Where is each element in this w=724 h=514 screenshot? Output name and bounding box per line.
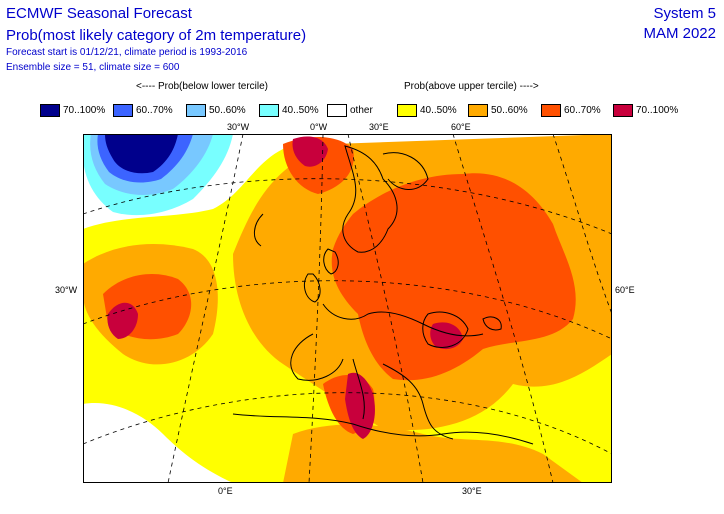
legend-swatch: [613, 104, 633, 117]
legend-item: 70..100%: [613, 103, 678, 118]
legend-swatch: [113, 104, 133, 117]
dark-red-region-blacksea: [430, 322, 463, 350]
legend-swatch: [186, 104, 206, 117]
legend-item-label: 40..50%: [282, 105, 319, 116]
orange-region-south: [283, 424, 583, 483]
coord-label-top-30e: 30°E: [369, 122, 389, 132]
legend-below-label: <---- Prob(below lower tercile): [136, 81, 268, 92]
legend-item-label: 60..70%: [564, 105, 601, 116]
coord-label-bottom-30e: 30°E: [462, 486, 482, 496]
legend-swatch: [468, 104, 488, 117]
coord-label-bottom-0e: 0°E: [218, 486, 233, 496]
legend-item-label: 50..60%: [209, 105, 246, 116]
coord-label-right-60e: 60°E: [615, 285, 635, 295]
map-svg: [83, 134, 612, 483]
legend-swatch: [327, 104, 347, 117]
legend-above-label: Prob(above upper tercile) ---->: [404, 81, 539, 92]
coastlines: [232, 145, 534, 445]
legend-item: 60..70%: [541, 103, 601, 118]
red-orange-region: [331, 173, 576, 381]
legend-swatch: [259, 104, 279, 117]
legend-item: 50..60%: [186, 103, 246, 118]
dark-blue-region: [105, 134, 178, 174]
legend-item-label: 40..50%: [420, 105, 457, 116]
legend-swatch: [40, 104, 60, 117]
dark-red-region-north: [292, 136, 328, 167]
coord-label-left-30w: 30°W: [55, 285, 78, 295]
legend-item-label: 70..100%: [636, 105, 679, 116]
legend-item: 70..100%: [40, 103, 105, 118]
legend-item: other: [327, 103, 373, 118]
period-label: MAM 2022: [643, 25, 716, 42]
legend-item: 60..70%: [113, 103, 173, 118]
legend-item: 40..50%: [397, 103, 457, 118]
legend-swatch: [541, 104, 561, 117]
map-frame: [83, 134, 612, 483]
legend-swatch: [397, 104, 417, 117]
legend-item: 50..60%: [468, 103, 528, 118]
graticule: [83, 134, 612, 483]
legend: 70..100% 60..70% 50..60% 40..50% other 4…: [40, 103, 700, 118]
coord-label-top-0w: 0°W: [310, 122, 328, 132]
dark-red-region-atlantic: [107, 302, 138, 339]
legend-item-label: 70..100%: [63, 105, 106, 116]
subtitle: Prob(most likely category of 2m temperat…: [6, 27, 307, 44]
legend-item: 40..50%: [259, 103, 319, 118]
white-region-south: [83, 403, 233, 483]
legend-item-label: other: [350, 105, 373, 116]
ensemble-info: Ensemble size = 51, climate size = 600: [6, 62, 180, 73]
probability-map: [83, 134, 612, 483]
coord-label-top-60e: 60°E: [451, 122, 471, 132]
forecast-info: Forecast start is 01/12/21, climate peri…: [6, 47, 248, 58]
dark-red-region-italy: [345, 372, 375, 439]
title: ECMWF Seasonal Forecast: [6, 5, 192, 22]
system-label: System 5: [653, 5, 716, 22]
coord-label-top-30w: 30°W: [227, 122, 250, 132]
legend-item-label: 50..60%: [491, 105, 528, 116]
legend-item-label: 60..70%: [136, 105, 173, 116]
